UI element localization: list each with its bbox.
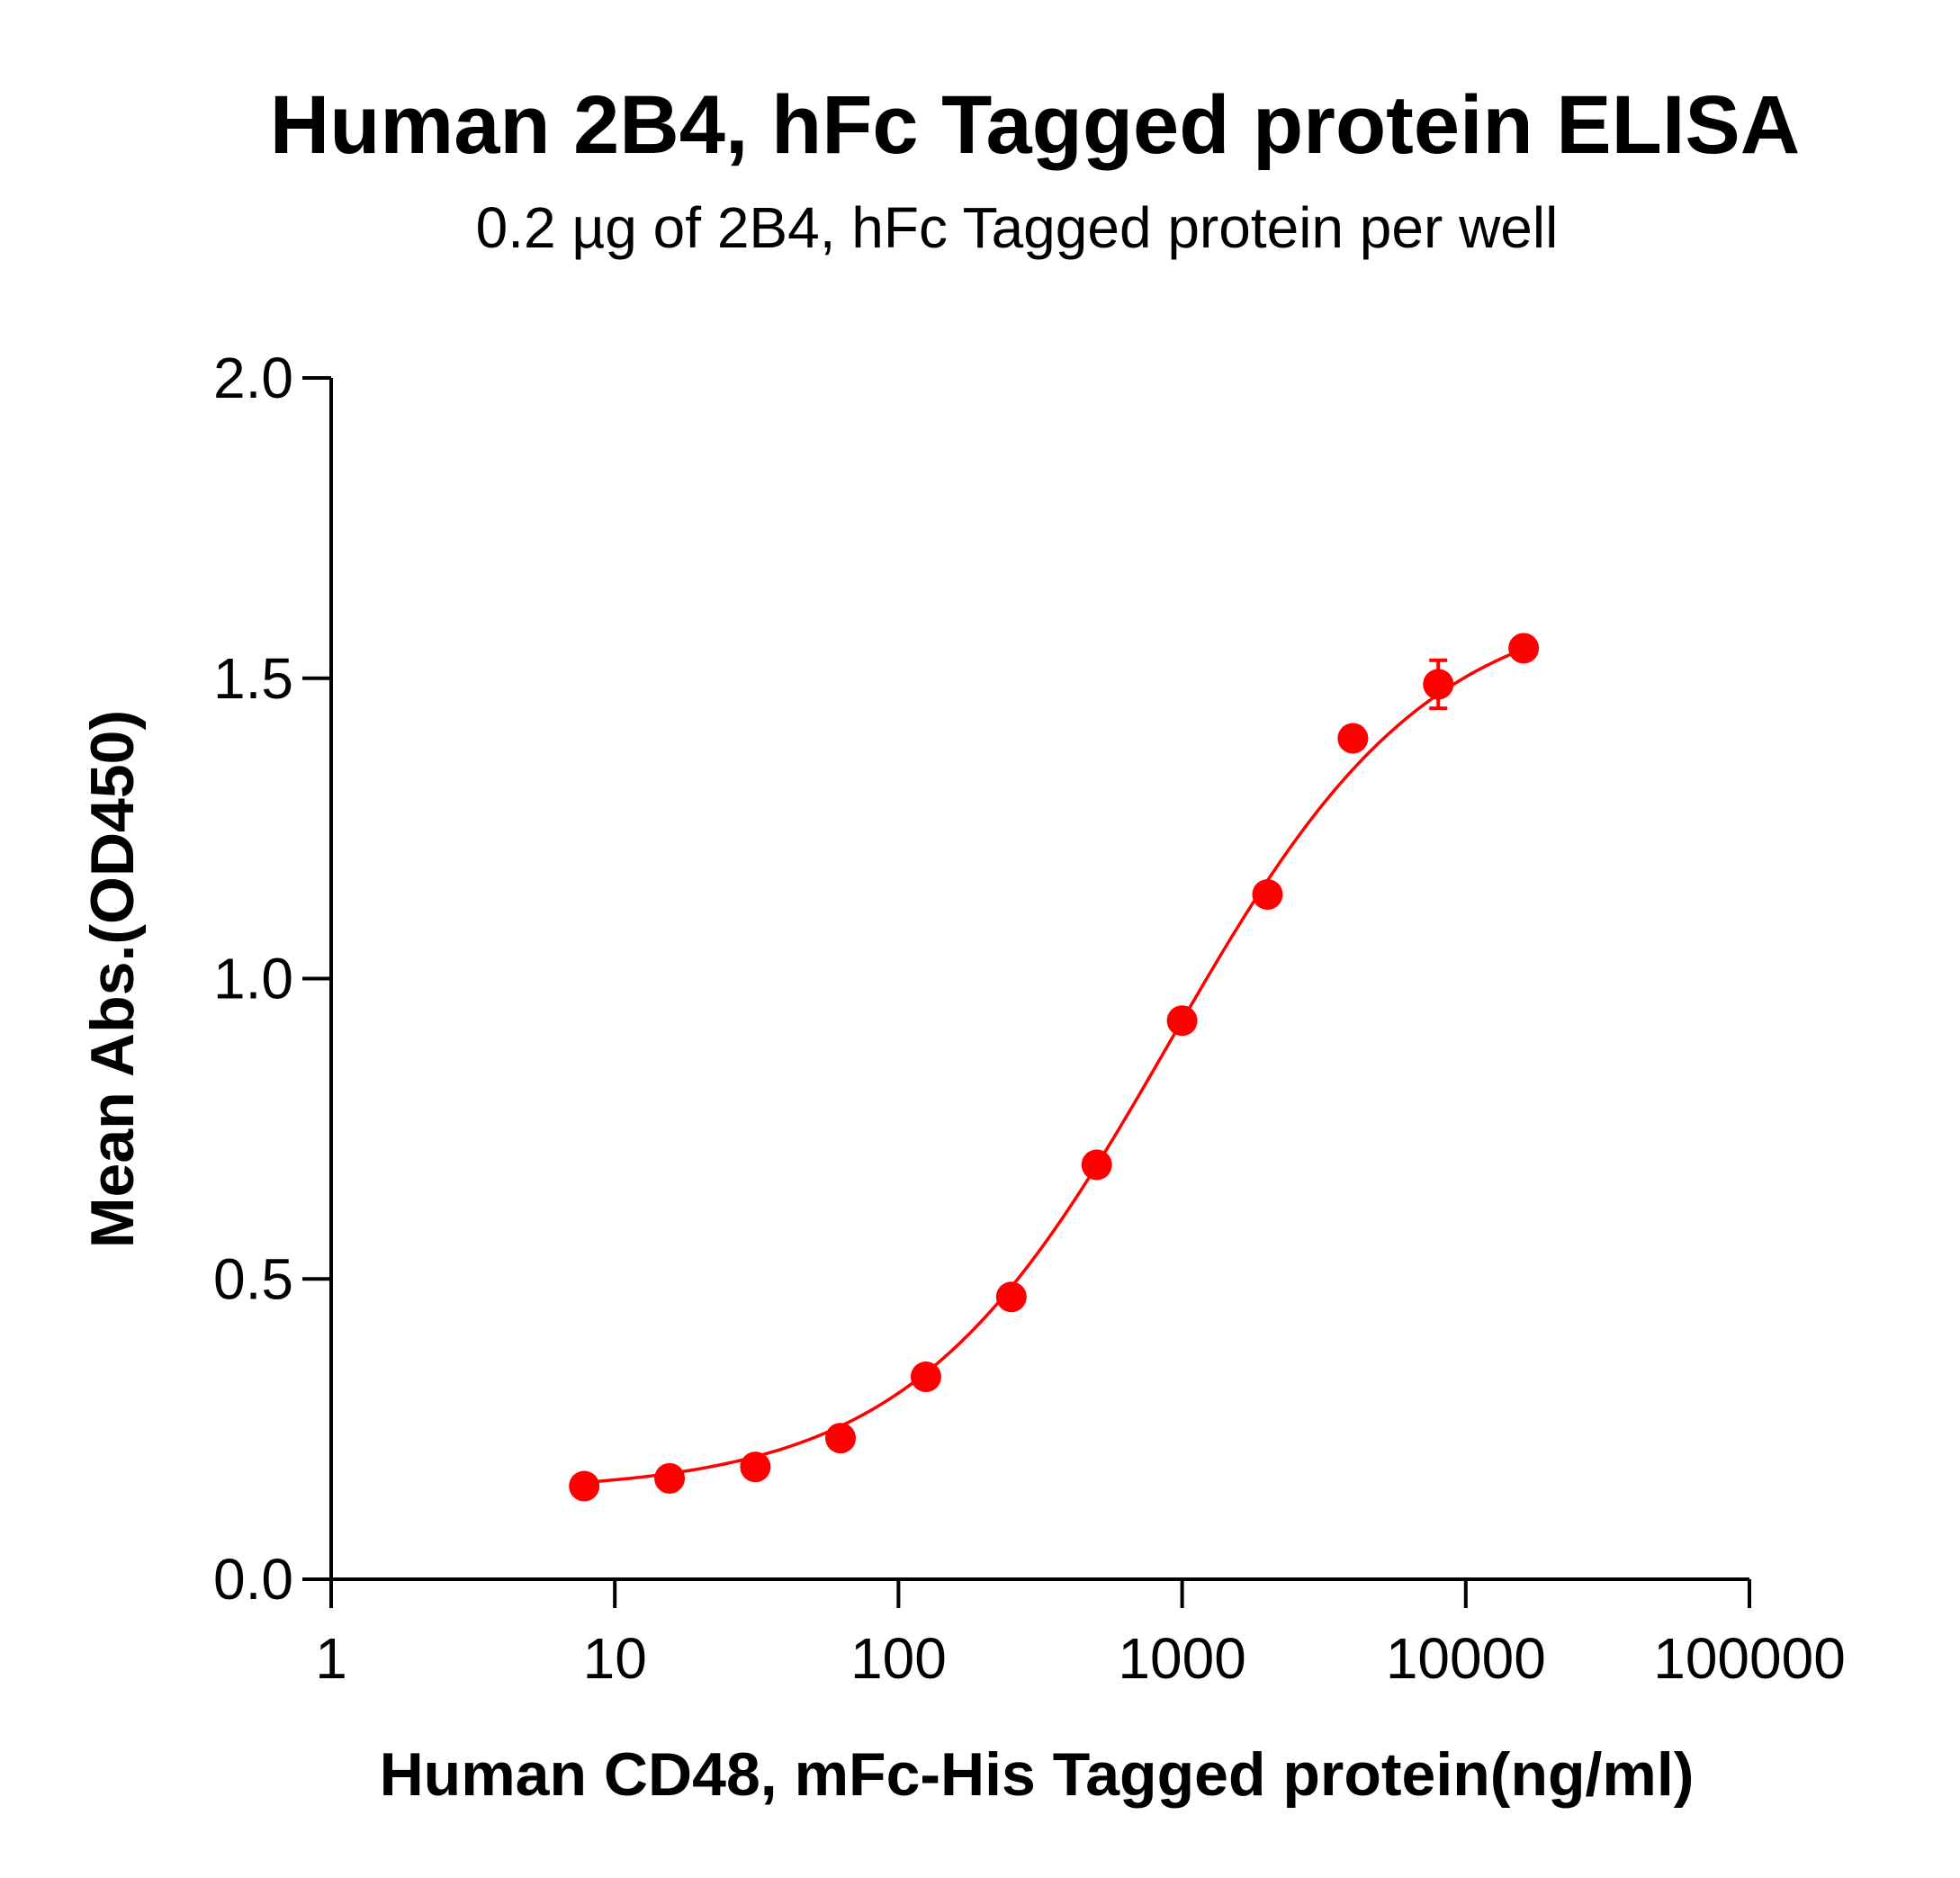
chart-subtitle: 0.2 µg of 2B4, hFc Tagged protein per we… [476, 195, 1559, 260]
x-ticks: 1 10 100 1000 10000 100000 [315, 1579, 1846, 1691]
x-tick-label: 100000 [1653, 1626, 1846, 1691]
data-point [1166, 1005, 1198, 1037]
x-tick-label: 10 [583, 1626, 647, 1691]
data-point [569, 1470, 600, 1502]
y-axis-title: Mean Abs.(OD450) [78, 710, 147, 1248]
data-point [825, 1423, 857, 1454]
data-point [654, 1462, 686, 1494]
data-point [910, 1361, 941, 1393]
data-points [569, 633, 1540, 1502]
x-tick-label: 1 [315, 1626, 347, 1691]
y-tick-label: 0.0 [213, 1547, 293, 1612]
y-tick-label: 1.5 [213, 646, 293, 711]
data-point [1508, 633, 1540, 664]
y-tick-label: 0.5 [213, 1246, 293, 1311]
data-point [1252, 879, 1283, 911]
x-tick-label: 1000 [1118, 1626, 1245, 1691]
chart-title: Human 2B4, hFc Tagged protein ELISA [270, 79, 1800, 171]
data-point [740, 1451, 771, 1483]
y-tick-label: 1.0 [213, 947, 293, 1011]
x-tick-label: 100 [850, 1626, 947, 1691]
x-axis-title: Human CD48, mFc-His Tagged protein(ng/ml… [380, 1740, 1695, 1809]
data-point [1423, 669, 1454, 700]
data-point [1337, 723, 1369, 754]
y-tick-label: 2.0 [213, 346, 293, 410]
fit-curve [584, 647, 1524, 1485]
axes [329, 378, 1749, 1581]
data-point [1081, 1149, 1112, 1181]
data-point [995, 1281, 1027, 1313]
x-tick-label: 10000 [1386, 1626, 1546, 1691]
y-ticks: 0.0 0.5 1.0 1.5 2.0 [213, 346, 331, 1612]
